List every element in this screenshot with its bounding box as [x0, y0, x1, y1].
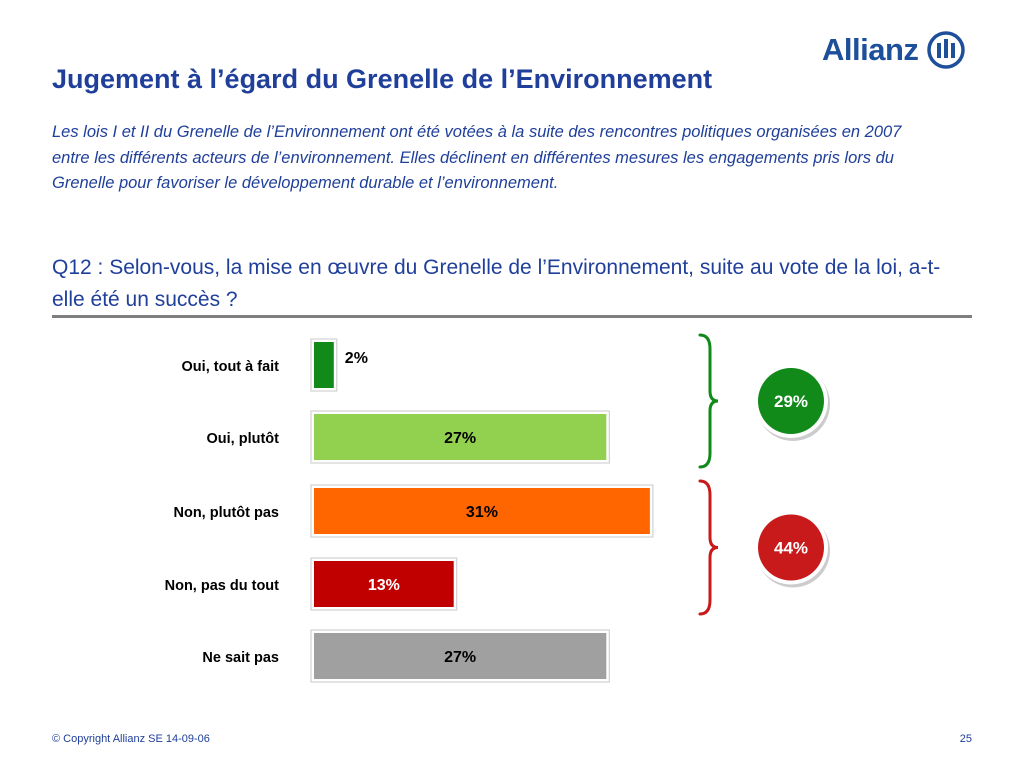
category-label: Oui, plutôt — [207, 431, 280, 447]
category-label: Ne sait pas — [202, 650, 279, 666]
data-label: 2% — [345, 350, 368, 367]
bar — [314, 633, 607, 679]
data-label: 27% — [444, 430, 476, 447]
bar — [314, 342, 334, 388]
allianz-logo: Allianz — [822, 28, 982, 72]
bar — [314, 561, 454, 607]
intro-paragraph: Les lois I et II du Grenelle de l’Enviro… — [52, 123, 902, 192]
category-label: Non, plutôt pas — [173, 505, 279, 521]
category-label: Non, pas du tout — [165, 578, 280, 594]
allianz-emblem-icon — [927, 31, 966, 69]
survey-question: Q12 : Selon-vous, la mise en œuvre du Gr… — [52, 256, 941, 311]
data-label: 27% — [444, 649, 476, 666]
page-number: 25 — [959, 733, 972, 745]
bar — [314, 488, 650, 534]
group-badge — [758, 368, 824, 434]
bar — [314, 414, 607, 460]
page-title: Jugement à l’égard du Grenelle de l’Envi… — [52, 64, 713, 94]
footer-copyright: © Copyright Allianz SE 14-09-06 — [52, 733, 210, 745]
group-badge-label: 29% — [774, 392, 808, 411]
category-label: Oui, tout à fait — [182, 359, 280, 375]
group-brace — [698, 333, 719, 469]
data-label: 13% — [368, 577, 400, 594]
logo-wordmark: Allianz — [822, 32, 919, 67]
group-brace — [698, 479, 719, 616]
group-badge-label: 44% — [774, 539, 808, 558]
divider-rule — [52, 315, 972, 318]
group-badge — [758, 514, 824, 581]
data-label: 31% — [466, 504, 498, 521]
